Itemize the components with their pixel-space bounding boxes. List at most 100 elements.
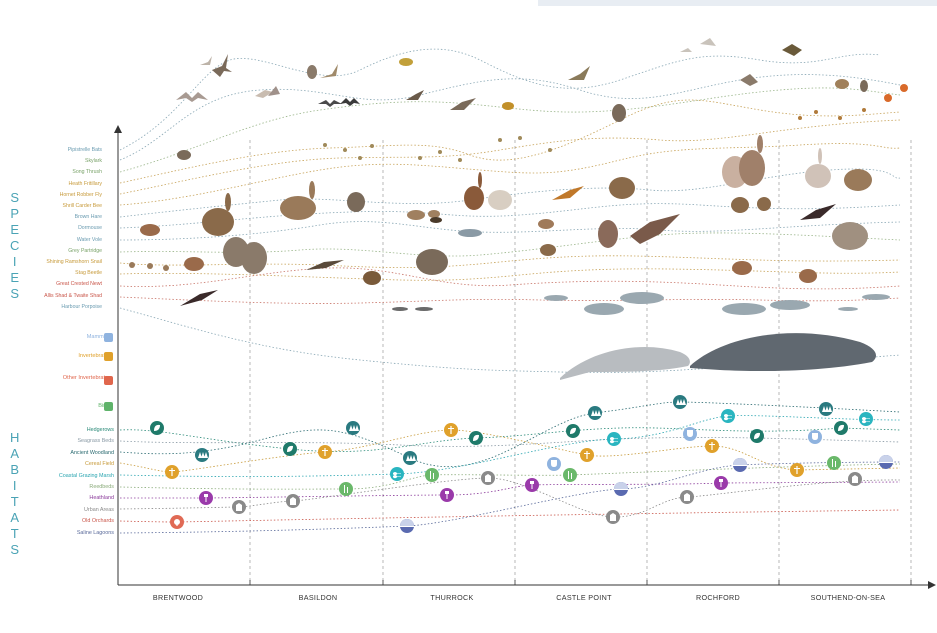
building-icon: [236, 503, 242, 511]
flower-icon: [719, 479, 723, 487]
habitat-marker: [879, 455, 893, 469]
habitat-marker: [566, 424, 580, 438]
habitat-marker: [834, 421, 848, 435]
cup-icon: [551, 460, 557, 467]
cup-icon: [687, 430, 693, 437]
habitat-marker: [444, 423, 458, 437]
trees-icon: [198, 452, 208, 458]
district-label: ROCHFORD: [696, 593, 740, 602]
flower-icon: [445, 491, 449, 499]
habitat-marker: [563, 468, 577, 482]
habitat-marker: [469, 431, 483, 445]
bat-icon: [340, 98, 360, 106]
building-icon: [290, 497, 296, 505]
habitat-marker: [232, 500, 246, 514]
habitat-label: Hedgerows: [86, 427, 114, 433]
hare-icon: [488, 190, 512, 210]
dormouse-icon: [347, 192, 365, 212]
half-icon: [400, 519, 414, 526]
partridge-icon: [223, 237, 267, 274]
species-label: Allis Shad & Twaite Shad: [44, 292, 102, 299]
habitat-marker: [859, 412, 873, 426]
species-label: Shining Ramshorn Snail: [46, 259, 102, 265]
legend-label: Invertebrates: [78, 353, 111, 359]
hare-icon: [202, 193, 234, 236]
habitat-marker: [614, 482, 628, 496]
bird-icon: [307, 65, 317, 79]
water-vole-icon: [540, 244, 556, 256]
bird-icon: [568, 66, 590, 80]
porpoise-icon: [690, 333, 876, 372]
habitat-label: Old Orchards: [81, 518, 114, 525]
habitat-marker-circle: [563, 468, 577, 482]
habitat-marker: [680, 490, 694, 504]
species-title-letter: E: [10, 222, 20, 237]
bat-icon: [176, 92, 208, 102]
bird-icon: [860, 80, 868, 92]
trees-icon: [349, 425, 359, 431]
species-label: Skylark: [84, 158, 102, 165]
habitat-marker-circle: [827, 456, 841, 470]
tree-icon: [174, 519, 180, 526]
habitat-marker: [346, 421, 360, 435]
habitat-markers: [150, 395, 893, 533]
species-title-letter: I: [12, 254, 17, 269]
partridge-icon: [630, 214, 680, 244]
half-icon: [879, 462, 893, 463]
dormouse-icon: [407, 210, 440, 220]
bird-icon: [740, 74, 758, 86]
habitat-marker: [165, 465, 179, 479]
snail-icon: [129, 262, 169, 271]
habitat-marker: [580, 448, 594, 462]
habitats-title-letter: A: [10, 510, 20, 525]
reed-icon: [568, 471, 572, 479]
hare-icon: [844, 169, 872, 191]
district-label: SOUTHEND-ON-SEA: [810, 593, 886, 602]
bird-icon: [502, 102, 514, 110]
habitat-marker: [150, 421, 164, 435]
species-label: Dormouse: [78, 225, 102, 232]
species-label: Brown Hare: [74, 214, 102, 221]
legend-label: Mammals: [86, 334, 111, 340]
wave-icon: [610, 437, 618, 444]
reed-icon: [832, 459, 836, 467]
leaf-icon: [754, 432, 760, 439]
top-bar: [538, 0, 937, 6]
fish-icon: [544, 292, 664, 315]
bird-icon: [200, 56, 212, 65]
building-icon: [485, 474, 491, 482]
building-icon: [852, 475, 858, 483]
species-label: Hornet Robber Fly: [59, 191, 102, 198]
trees-icon: [676, 399, 686, 405]
wheat-icon: [794, 466, 800, 474]
bird-icon: [255, 90, 273, 98]
habitat-marker: [588, 406, 602, 420]
species-label: Pipistrelle Bats: [67, 147, 102, 153]
species-label: Great Crested Newt: [56, 281, 102, 288]
porpoise-icon: [560, 347, 690, 380]
partridge-icon: [832, 222, 868, 250]
half-icon: [614, 482, 628, 489]
reed-icon: [344, 485, 348, 493]
habitat-marker: [733, 458, 747, 472]
habitats-title-letter: T: [10, 494, 19, 509]
bat-icon: [318, 100, 342, 107]
habitat-label: Coastal Grazing Marsh: [58, 472, 114, 479]
habitat-marker: [848, 472, 862, 486]
leaf-icon: [473, 434, 479, 441]
habitats-title-letter: A: [10, 446, 20, 461]
species-label: Harbour Porpoise: [61, 303, 102, 310]
habitat-marker: [425, 468, 439, 482]
horizontal-axis-arrow: [928, 581, 936, 589]
reed-icon: [430, 471, 434, 479]
fish-icon: [458, 229, 482, 237]
habitat-marker-circle: [339, 482, 353, 496]
water-vole-icon: [732, 261, 817, 283]
district-ticks: [249, 580, 912, 585]
leaf-icon: [570, 427, 576, 434]
habitat-label: Seagrass Beds: [77, 438, 114, 445]
legend-swatch: [104, 376, 113, 385]
habitat-marker: [827, 456, 841, 470]
